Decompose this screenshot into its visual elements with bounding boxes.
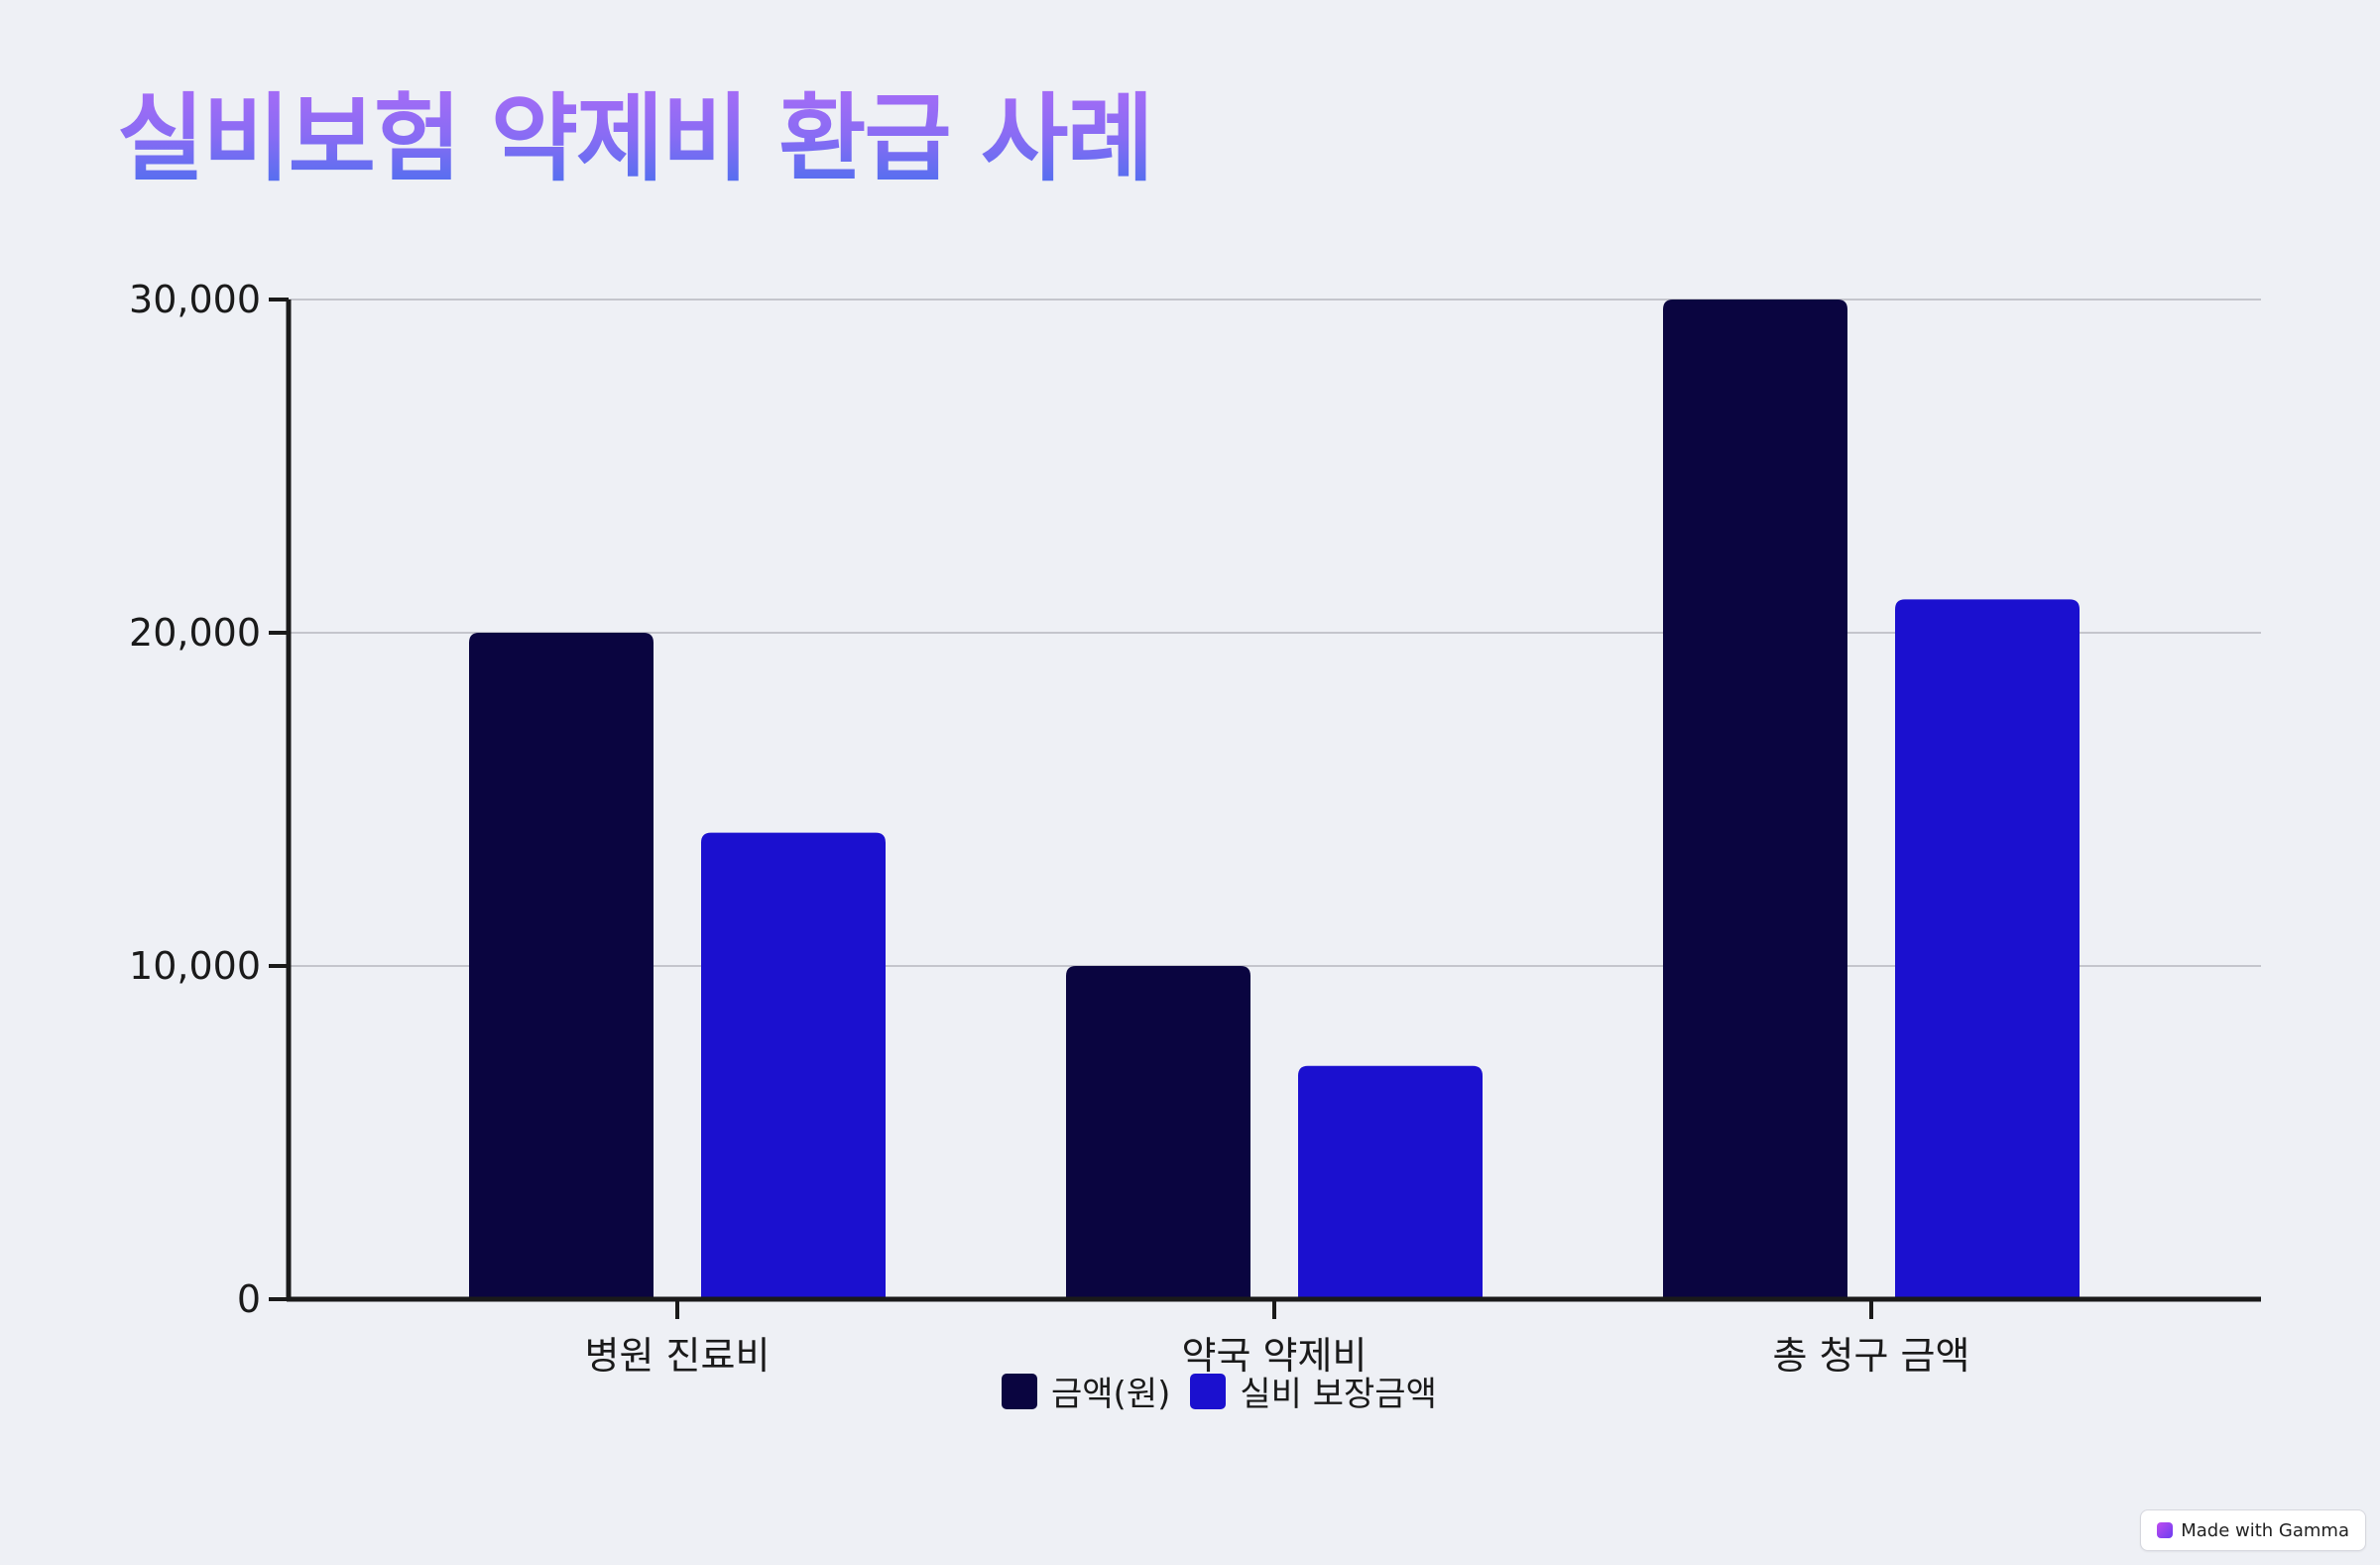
chart-bars [469, 300, 2080, 1299]
gamma-logo-icon [2157, 1522, 2174, 1538]
bar-amount [1663, 300, 1847, 1299]
y-tick-label: 20,000 [129, 611, 261, 655]
legend-label-amount: 금액(원) [1051, 1375, 1171, 1414]
bar-amount [1066, 966, 1250, 1299]
x-tick-label: 병원 진료비 [585, 1334, 771, 1378]
y-tick-label: 0 [237, 1277, 261, 1321]
legend-swatch-coverage [1190, 1373, 1227, 1409]
x-tick-label: 총 청구 금액 [1773, 1334, 1970, 1378]
page-title: 실비보험 약제비 환급 사례 [117, 83, 1154, 194]
bar-coverage [1298, 1065, 1483, 1299]
chart-y-ticks: 0 10,000 20,000 30,000 [129, 278, 289, 1321]
made-with-gamma-badge[interactable]: Made with Gamma [2140, 1509, 2366, 1551]
bar-amount [469, 633, 654, 1299]
bar-coverage [1895, 599, 2080, 1299]
legend-label-coverage: 실비 보장금액 [1240, 1375, 1437, 1414]
badge-label: Made with Gamma [2181, 1519, 2349, 1541]
legend-item-amount: 금액(원) [1002, 1367, 1170, 1415]
legend-item-coverage: 실비 보장금액 [1190, 1367, 1437, 1415]
y-tick-label: 30,000 [129, 278, 261, 321]
y-tick-label: 10,000 [129, 944, 261, 988]
chart-legend: 금액(원) 실비 보장금액 [1002, 1367, 1437, 1415]
chart-x-ticks: 병원 진료비 약국 약제비 총 청구 금액 [585, 1299, 1970, 1378]
x-tick-label: 약국 약제비 [1182, 1334, 1368, 1378]
bar-coverage [701, 832, 886, 1299]
legend-swatch-amount [1002, 1373, 1037, 1409]
